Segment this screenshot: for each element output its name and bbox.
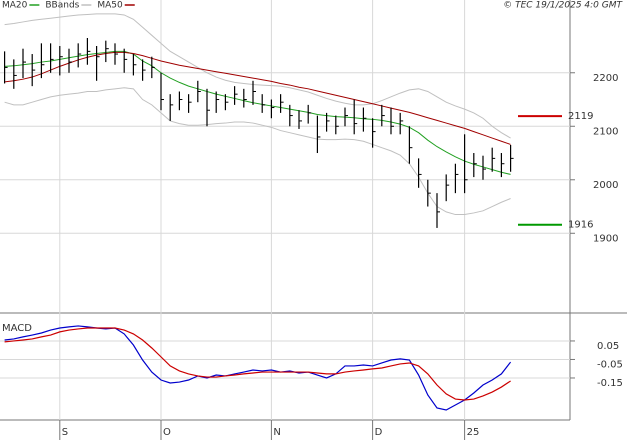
indicator-line [4, 13, 511, 139]
x-tick-label: D [375, 427, 383, 438]
indicator-line [4, 87, 511, 216]
x-tick-label: 25 [467, 427, 480, 438]
y-tick-label: 0.05 [597, 341, 619, 352]
x-tick-label: O [163, 427, 171, 438]
legend-label: MA50 [97, 1, 123, 11]
indicator-line [4, 50, 511, 175]
indicator-line [4, 51, 511, 145]
legend-label: MA20 [2, 1, 28, 11]
x-tick-label: N [273, 427, 280, 438]
y-tick-label: 1900 [593, 233, 618, 244]
level-label: 2119 [568, 111, 593, 122]
y-tick-label: -0.05 [597, 359, 623, 370]
macd-title: MACD [2, 323, 32, 334]
y-tick-label: 2100 [593, 126, 618, 137]
macd-line [4, 325, 512, 411]
copyright: © TEC 19/1/2025 4:0 GMT [503, 1, 623, 11]
y-tick-label: -0.15 [597, 378, 623, 389]
macd-line [4, 327, 511, 401]
legend-label: BBands [45, 1, 79, 11]
y-tick-label: 2000 [593, 180, 618, 191]
x-tick-label: S [62, 427, 68, 438]
y-tick-label: 2200 [593, 73, 618, 84]
level-label: 1916 [568, 220, 593, 231]
